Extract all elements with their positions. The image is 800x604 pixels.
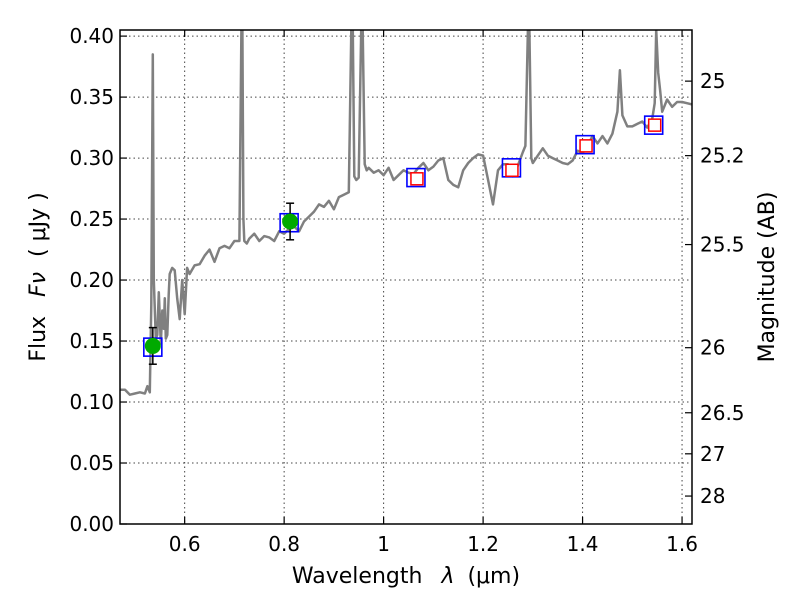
y-tick-label: 0.20 [69, 268, 114, 292]
y-axis-unit: ( μJy ) [26, 192, 51, 257]
x-tick-label: 1.6 [666, 532, 698, 556]
y2-tick-label: 26 [700, 336, 725, 360]
y2-tick-label: 25 [700, 69, 725, 93]
detection-point [144, 337, 161, 354]
x-tick-label: 1.2 [467, 532, 499, 556]
detection-point [282, 213, 299, 230]
photometry-point [410, 172, 424, 186]
y2-tick-label: 28 [700, 484, 725, 508]
x-axis-title: Wavelength λ (μm) [292, 564, 520, 589]
x-tick-label: 1.4 [567, 532, 599, 556]
y-tick-label: 0.00 [69, 512, 114, 536]
y-tick-label: 0.40 [69, 24, 114, 48]
y2-tick-label: 25.5 [700, 233, 745, 257]
y-axis-symbol: Fν [26, 272, 51, 297]
model-box [643, 115, 664, 135]
model-box [406, 167, 426, 188]
photometry-point [579, 139, 593, 153]
y-tick-label: 0.15 [69, 329, 114, 353]
y2-axis-title: Magnitude (AB) [755, 192, 780, 363]
y-axis-title: Flux Fν ( μJy ) [26, 192, 51, 361]
y-axis-label: Flux [26, 316, 51, 362]
x-tick-label: 1 [377, 532, 390, 556]
x-axis-unit: (μm) [467, 564, 520, 589]
photometry-point [505, 163, 519, 178]
spectrum-line [120, 30, 692, 396]
y-tick-label: 0.25 [69, 207, 114, 231]
y-tick-label: 0.35 [69, 85, 114, 109]
model-box [575, 134, 595, 155]
y-tick-label: 0.05 [69, 451, 114, 475]
x-tick-label: 0.6 [169, 532, 201, 556]
y-tick-label: 0.30 [69, 146, 114, 170]
x-axis-symbol: λ [440, 564, 454, 589]
photometry-point [647, 118, 662, 132]
y2-tick-label: 25.2 [700, 144, 745, 168]
plot-frame [119, 29, 693, 525]
y-tick-label: 0.10 [69, 390, 114, 414]
x-axis-label: Wavelength [292, 564, 423, 589]
plot-area [120, 30, 692, 396]
ticks: 0.6 0.8 1 1.2 1.4 1.6 0.00 0.05 0.10 0.15 0.20 0.25… [69, 24, 744, 556]
grid [120, 30, 692, 525]
y2-tick-label: 26.5 [700, 401, 745, 425]
x-tick-label: 0.8 [268, 532, 300, 556]
y2-tick-label: 27 [700, 442, 725, 466]
